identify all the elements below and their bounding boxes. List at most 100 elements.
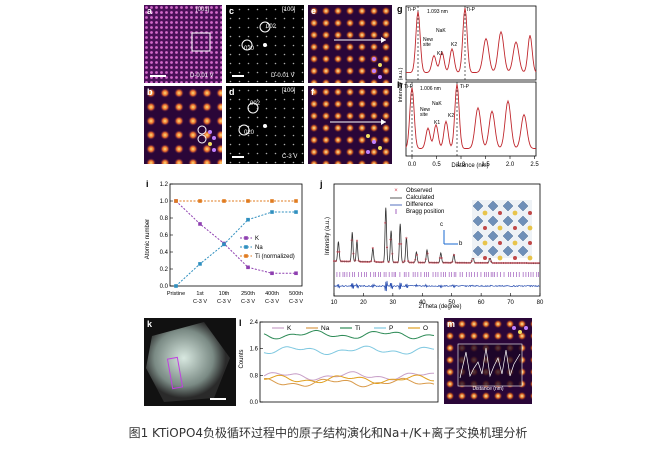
- observed-point: [352, 252, 355, 255]
- observed-point: [355, 239, 359, 242]
- panel-j-xtick-label: 60: [478, 300, 485, 306]
- o-atom: [483, 226, 487, 230]
- panel-l-legend-label: K: [287, 325, 292, 332]
- panel-j-xtick-label: 70: [507, 300, 514, 306]
- panel-l-series-line: [263, 345, 435, 355]
- panel-i-xtick-label: 250th: [241, 291, 255, 297]
- panel-b-letter: b: [147, 87, 153, 97]
- panel-i-series-line: [175, 211, 296, 287]
- panel-l-series-line: [263, 329, 435, 340]
- observed-point: [468, 261, 472, 264]
- zoom-box: [191, 32, 211, 52]
- panel-l-ytick-label: 0.0: [250, 400, 259, 406]
- panel-h-frame: [405, 81, 537, 157]
- observed-point: [412, 261, 415, 264]
- panel-d-letter: d: [229, 87, 235, 97]
- ti-octahedron: [502, 230, 514, 242]
- panel-i-ytick-label: 0.0: [160, 284, 169, 290]
- k-atom: [482, 240, 488, 246]
- panel-c-diffraction: [226, 5, 304, 83]
- panel-l-ylabel: Counts: [239, 349, 245, 369]
- panel-a-letter: a: [147, 6, 153, 16]
- observed-point: [348, 260, 351, 263]
- panel-d-spot1: 002: [250, 101, 261, 107]
- panel-g-label-newsite: New site: [423, 37, 434, 48]
- panel-l-ytick-label: 1.6: [250, 347, 259, 353]
- panel-g-left-tag: Ti-P: [407, 7, 416, 13]
- panel-i-data-point: [294, 210, 298, 214]
- panel-i-chart: 0.0 0.2 0.4 0.6 0.8 1.0 1.2 Pristine 1st C-3 V 10…: [160, 182, 304, 305]
- panel-a-zone: [001]: [196, 7, 210, 13]
- panel-k-letter: k: [147, 319, 153, 329]
- panel-i-xtick-label: Pristine: [167, 291, 185, 297]
- observed-point: [407, 260, 410, 263]
- gh-xtick-label: 0.0: [408, 162, 417, 168]
- panel-f-stem-image: [308, 86, 392, 164]
- panel-i-data-point: [294, 271, 298, 276]
- panel-h-label-nak: NaK: [432, 101, 442, 107]
- panel-i-xtick-label: 1st: [196, 291, 204, 297]
- panel-d-spot2: 020: [244, 130, 255, 136]
- observed-point: [334, 260, 337, 263]
- inset-profile-curve: [459, 347, 521, 379]
- panel-j-xtick-label: 80: [537, 300, 544, 306]
- panel-f-letter: f: [311, 87, 314, 97]
- particle: [146, 322, 230, 402]
- panel-i-data-point: [270, 271, 274, 276]
- panel-i-ytick-label: 0.8: [160, 216, 169, 222]
- gh-xtick-label: 0.5: [432, 162, 441, 168]
- panel-g-letter: g: [397, 4, 403, 14]
- axis-arrows: [443, 230, 458, 245]
- observed-point: [368, 260, 371, 263]
- panel-l-ytick-label: 0.8: [250, 373, 259, 379]
- observed-point: [357, 259, 360, 262]
- observed-point: [370, 260, 373, 263]
- panel-l-plot-frame: [259, 321, 439, 403]
- k-atom: [497, 255, 503, 261]
- panel-i-legend-label: Na: [255, 245, 263, 251]
- panel-k-haadf-image: [144, 318, 236, 406]
- observed-point: [403, 260, 406, 263]
- spot-020-marker: [238, 124, 250, 136]
- panel-j-legend-label: Observed: [406, 188, 432, 194]
- panel-c-spot1: 002: [266, 24, 277, 30]
- observed-point: [449, 261, 452, 264]
- ti-octahedron: [487, 230, 499, 242]
- observed-point: [396, 261, 399, 264]
- panel-l-letter: l: [239, 318, 242, 328]
- observed-point: [537, 262, 540, 265]
- panel-i-legend-marker: [244, 254, 248, 258]
- ti-octahedron: [517, 230, 529, 242]
- difference-curve: [333, 280, 540, 292]
- panel-i-data-point: [270, 210, 274, 214]
- panel-i-xtick-sublabel: C-3 V: [217, 299, 231, 305]
- observed-point: [486, 261, 489, 264]
- panel-i-xtick-label: 10th: [219, 291, 230, 297]
- panel-h-right-tag: Ti-P: [460, 84, 469, 90]
- observed-point: [385, 246, 389, 249]
- gh-xtick-label: 1.0: [457, 162, 466, 168]
- ti-octahedron: [502, 215, 514, 227]
- observed-point: [453, 253, 456, 257]
- eds-line-region: [166, 356, 184, 390]
- observed-point: [373, 260, 376, 263]
- panel-i-data-point: [174, 199, 178, 203]
- panel-i-ytick-label: 1.0: [160, 199, 169, 205]
- o-atom: [483, 256, 487, 260]
- panel-h-letter: h: [397, 80, 403, 90]
- ti-octahedron: [472, 200, 484, 212]
- observed-point: [488, 257, 491, 260]
- panel-i-data-point: [174, 284, 178, 288]
- panel-i-series-line: [175, 200, 296, 274]
- panel-i-xtick-sublabel: C-3 V: [193, 299, 207, 305]
- observed-point: [424, 258, 427, 261]
- ti-octahedron: [472, 230, 484, 242]
- panel-i-xtick-label: 400th: [265, 291, 279, 297]
- observed-point: [384, 221, 387, 224]
- panel-d-diffraction: [226, 86, 304, 164]
- panel-j-xtick-label: 40: [419, 300, 426, 306]
- panel-i-data-point: [198, 262, 202, 266]
- observed-point: [338, 250, 341, 253]
- panel-i-data-point: [246, 217, 250, 222]
- panel-i-data-point: [198, 222, 202, 226]
